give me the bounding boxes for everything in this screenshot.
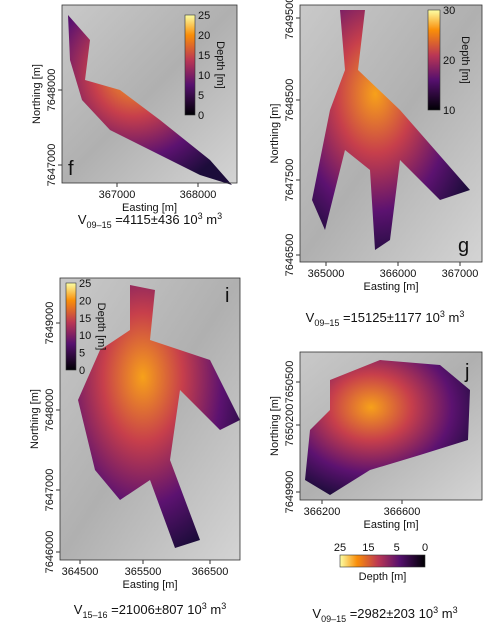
unit-exponent: 3 — [459, 309, 464, 319]
symbol: V — [74, 602, 83, 617]
unit: m — [445, 310, 459, 325]
colorbar-tick-label: 5 — [394, 542, 400, 554]
symbol: V — [78, 212, 87, 227]
unit-exponent: 3 — [221, 601, 226, 611]
panel-letter: g — [458, 235, 469, 257]
x-tick-label: 365000 — [308, 268, 345, 280]
symbol: V — [306, 310, 315, 325]
colorbar-tick-label: 10 — [198, 70, 210, 82]
colorbar-tick-label: 10 — [79, 330, 91, 342]
colorbar-label: Depth [m] — [214, 41, 226, 89]
colorbar-tick-label: 30 — [443, 5, 455, 17]
colorbar-tick-label: 0 — [198, 110, 204, 122]
y-tick-label: 7650200 — [284, 404, 296, 447]
colorbar-tick-label: 25 — [198, 10, 210, 22]
y-axis-label: Northing [m] — [31, 64, 43, 124]
value: =2982±203 10 — [346, 606, 433, 621]
colorbar-tick-label: 15 — [198, 50, 210, 62]
panel-letter: f — [68, 158, 74, 180]
y-tick-label: 7647500 — [284, 159, 296, 202]
y-tick-label: 7646500 — [284, 234, 296, 277]
colorbar-tick-label: 0 — [79, 365, 85, 377]
colorbar — [185, 15, 195, 115]
maps — [60, 5, 482, 560]
unit: m — [203, 212, 217, 227]
colorbar-tick-label: 15 — [362, 542, 374, 554]
x-tick-label: 365500 — [125, 566, 162, 578]
x-tick-label: 366500 — [192, 566, 229, 578]
x-tick-label: 367000 — [99, 189, 136, 201]
colorbar-label: Depth [m] — [95, 303, 107, 351]
y-tick-label: 7649000 — [44, 302, 56, 345]
y-tick-label: 7647000 — [44, 469, 56, 512]
unit-exponent: 3 — [453, 605, 458, 615]
y-tick-label: 7649500 — [284, 0, 296, 39]
colorbar-label: Depth [m] — [359, 571, 407, 583]
colorbar-tick-label: 20 — [443, 55, 455, 67]
y-tick-label: 7648500 — [284, 79, 296, 122]
subscript: 09–15 — [321, 614, 346, 624]
subscript: 15–16 — [82, 610, 107, 620]
x-tick-label: 366200 — [304, 506, 341, 518]
y-tick-label: 7650500 — [284, 361, 296, 404]
value: =15125±1177 10 — [339, 310, 440, 325]
y-tick-label: 7648000 — [44, 389, 56, 432]
y-axis-label: Northing [m] — [269, 104, 281, 164]
y-tick-label: 7649900 — [284, 471, 296, 514]
x-tick-label: 368000 — [180, 189, 217, 201]
subscript: 09–15 — [314, 318, 339, 328]
x-axis-label: Easting [m] — [363, 281, 418, 293]
colorbar-tick-label: 20 — [198, 30, 210, 42]
value: =21006±807 10 — [107, 602, 201, 617]
colorbar-tick-label: 5 — [198, 90, 204, 102]
x-tick-label: 366000 — [380, 268, 417, 280]
volume-caption: V09–15 =2982±203 103 m3 — [312, 605, 457, 624]
value: =4115±436 10 — [112, 212, 198, 227]
volume-caption: V15–16 =21006±807 103 m3 — [74, 601, 226, 620]
y-axis-label: Northing [m] — [29, 389, 41, 449]
y-tick-label: 7648000 — [46, 69, 58, 112]
colorbar-tick-label: 15 — [79, 313, 91, 325]
symbol: V — [312, 606, 321, 621]
x-tick-label: 367000 — [442, 268, 479, 280]
colorbar-tick-label: 20 — [79, 295, 91, 307]
colorbar — [340, 555, 425, 567]
x-axis-label: Easting [m] — [363, 519, 418, 531]
colorbar-tick-label: 25 — [334, 542, 346, 554]
x-tick-label: 366600 — [384, 506, 421, 518]
colorbar-tick-label: 25 — [79, 278, 91, 290]
volume-caption: V09–15 =15125±1177 103 m3 — [306, 309, 465, 328]
colorbar-tick-label: 10 — [443, 105, 455, 117]
y-axis-label: Northing [m] — [269, 396, 281, 456]
subscript: 09–15 — [87, 220, 112, 230]
panel-letter: i — [225, 285, 229, 307]
volume-caption: V09–15 =4115±436 103 m3 — [78, 211, 222, 230]
figure: f 367000 368000 Easting [m] 7648000 7647000 No… — [0, 0, 490, 635]
colorbar-label: Depth [m] — [459, 36, 471, 84]
panel-letter: j — [464, 361, 469, 383]
colorbar — [428, 10, 440, 110]
unit-exponent: 3 — [217, 211, 222, 221]
colorbar-tick-label: 0 — [422, 542, 428, 554]
unit: m — [207, 602, 221, 617]
colorbar-tick-label: 5 — [79, 348, 85, 360]
colorbar — [66, 283, 76, 370]
unit: m — [438, 606, 452, 621]
x-tick-label: 364500 — [62, 566, 99, 578]
y-tick-label: 7647000 — [46, 144, 58, 187]
x-axis-label: Easting [m] — [122, 579, 177, 591]
y-tick-label: 7646000 — [44, 531, 56, 574]
